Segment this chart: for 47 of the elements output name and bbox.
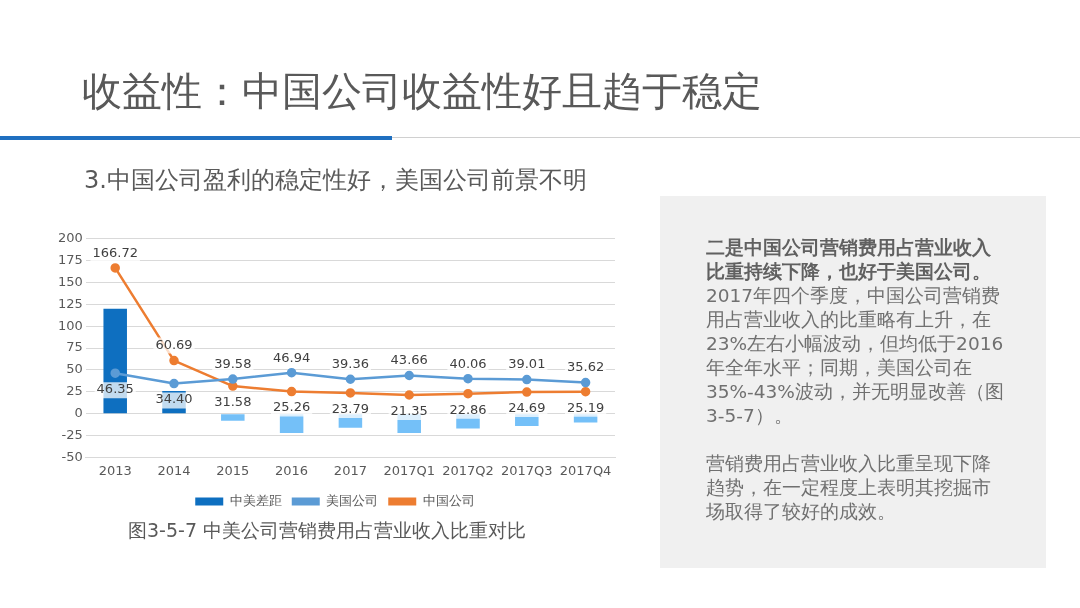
data-label: 43.66 <box>390 352 428 368</box>
data-label: 24.69 <box>508 399 546 415</box>
x-tick-label: 2017Q4 <box>559 462 612 478</box>
x-tick-label: 2015 <box>216 462 250 478</box>
data-label: 39.36 <box>331 356 370 372</box>
data-label: 166.72 <box>92 244 138 260</box>
y-tick-label: -50 <box>61 448 83 464</box>
data-label: 25.26 <box>273 399 311 415</box>
y-tick-label: 0 <box>74 405 83 421</box>
data-label: 40.06 <box>449 355 487 371</box>
chart-title: 收益性：中国公司收益性好且趋于稳定 <box>82 67 762 116</box>
data-label: 34.40 <box>155 391 193 407</box>
y-tick-label: 150 <box>57 273 83 289</box>
data-label: 31.58 <box>214 393 252 409</box>
data-label: 23.79 <box>331 400 370 416</box>
legend-label: 中美差距 <box>229 492 282 508</box>
y-tick-label: 100 <box>57 317 83 333</box>
x-tick-label: 2017Q2 <box>442 462 494 478</box>
data-label: 46.94 <box>273 349 311 365</box>
x-tick-label: 2014 <box>157 462 191 478</box>
text: 营销费用占营业收入比重呈现下降趋势，在一定程度上表明其挖掘市场取得了较好的成效。 <box>706 452 992 524</box>
x-tick-label: 2017Q3 <box>501 462 553 478</box>
y-tick-label: 175 <box>57 252 83 268</box>
data-label: 60.69 <box>155 337 193 353</box>
y-tick-label: 200 <box>57 230 83 246</box>
data-label: 25.19 <box>566 399 605 415</box>
y-tick-label: 25 <box>66 383 83 399</box>
y-tick-label: 50 <box>66 361 83 377</box>
x-tick-label: 2013 <box>98 462 132 478</box>
data-label: 21.35 <box>390 402 428 418</box>
text: 2017年四个季度，中国公司营销费用占营业收入的比重略有上升，在23%左右小幅波动，但均低于2016年全年水平；同期，美国公司在35%-43%波动，并无明显改善（图3-5-7）。 <box>706 285 1004 426</box>
caption: 图3-5-7 中美公司营销费用占营业收入比重对比 <box>128 518 527 543</box>
data-label: 35.62 <box>566 359 605 375</box>
x-tick-label: 2017 <box>333 462 367 478</box>
data-label: 22.86 <box>449 401 487 417</box>
data-label: 46.35 <box>96 381 134 397</box>
legend-label: 中国公司 <box>422 492 475 508</box>
y-tick-label: -25 <box>61 426 83 442</box>
data-label: 39.01 <box>508 356 546 372</box>
data-label: 39.58 <box>214 355 252 371</box>
x-tick-label: 2016 <box>275 462 309 478</box>
x-tick-label: 2017Q1 <box>383 462 435 478</box>
legend-label: 美国公司 <box>326 492 379 508</box>
text: 二是中国公司营销费用占营业收入比重持续下降，也好于美国公司。 <box>706 237 991 282</box>
y-tick-label: 75 <box>66 339 83 355</box>
y-tick-label: 125 <box>57 295 83 311</box>
chart-subtitle: 3.中国公司盈利的稳定性好，美国公司前景不明 <box>84 165 587 196</box>
